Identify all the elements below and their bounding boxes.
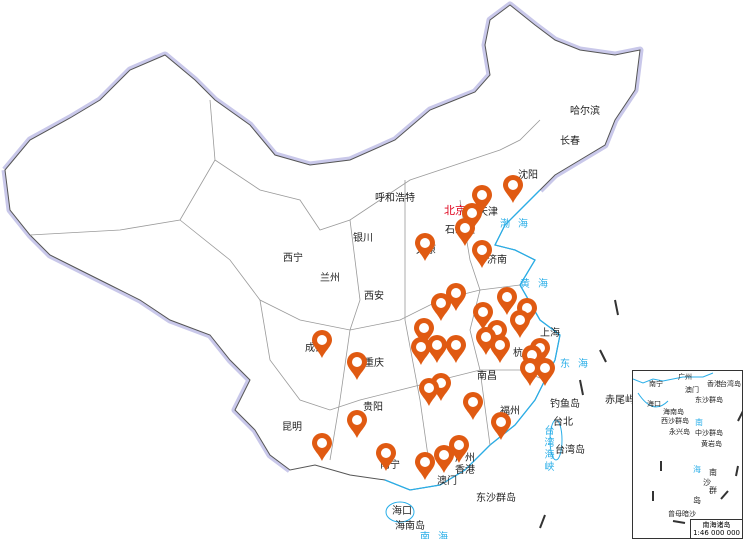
hainan-island (385, 501, 415, 523)
city-label[interactable]: 台湾岛 (555, 445, 585, 456)
map-pin-icon[interactable] (410, 336, 432, 366)
country-outline (4, 4, 641, 491)
map-pin-icon[interactable] (471, 184, 493, 214)
city-label[interactable]: 济南 (487, 255, 507, 266)
city-label[interactable]: 澳门 (437, 476, 457, 487)
city-label[interactable]: 广州 (455, 453, 475, 464)
sea-label: 南海 (420, 532, 456, 539)
city-label[interactable]: 香港 (455, 465, 475, 476)
city-label[interactable]: 长春 (560, 136, 580, 147)
map-pin-icon[interactable] (433, 444, 455, 474)
city-label[interactable]: 南昌 (477, 371, 497, 382)
inset-label: 永兴岛 (669, 428, 690, 436)
city-label[interactable]: 福州 (500, 406, 520, 417)
city-label[interactable]: 海南岛 (395, 521, 425, 532)
map-pin-icon[interactable] (448, 434, 470, 464)
map-pin-icon[interactable] (502, 174, 524, 204)
map-pin-icon[interactable] (375, 442, 397, 472)
map-pin-icon[interactable] (445, 282, 467, 312)
inset-label: 台湾岛 (720, 380, 741, 388)
inset-label: 西沙群岛 (661, 417, 689, 425)
city-label[interactable]: 天津 (478, 207, 498, 218)
city-label[interactable]: 银川 (353, 233, 373, 244)
map-pin-icon[interactable] (418, 377, 440, 407)
city-label[interactable]: 重庆 (364, 358, 384, 369)
map-pin-icon[interactable] (311, 329, 333, 359)
city-label[interactable]: 沈阳 (518, 170, 538, 181)
city-label[interactable]: 呼和浩特 (375, 193, 415, 204)
map-pin-icon[interactable] (445, 334, 467, 364)
inset-sea-label: 南 (695, 418, 703, 427)
sea-label: 黄海 (520, 279, 556, 290)
city-label[interactable]: 海口 (392, 506, 412, 517)
city-label[interactable]: 钓鱼岛 (550, 399, 580, 410)
city-label[interactable]: 北京 (444, 204, 466, 217)
map-pin-icon[interactable] (516, 297, 538, 327)
inset-label: 黄岩岛 (701, 440, 722, 448)
sea-label: 渤海 (500, 219, 536, 230)
inset-sea-label: 群 (709, 486, 717, 495)
map-pin-icon[interactable] (509, 309, 531, 339)
inset-sea-label: 沙 (703, 478, 711, 487)
map-pin-icon[interactable] (346, 351, 368, 381)
map-pin-icon[interactable] (519, 357, 541, 387)
inset-label: 中沙群岛 (695, 429, 723, 437)
inset-sea-label: 海 (693, 465, 701, 474)
map-pin-icon[interactable] (454, 217, 476, 247)
map-pin-icon[interactable] (534, 357, 556, 387)
inset-label: 海南岛 (663, 408, 684, 416)
city-label[interactable]: 哈尔滨 (570, 106, 600, 117)
sea-label: 台湾海峡 (542, 425, 553, 473)
map-pin-icon[interactable] (496, 286, 518, 316)
coastline (384, 189, 561, 491)
sea-label: 东海 (560, 359, 596, 370)
inset-label: 澳门 (685, 386, 699, 394)
city-label[interactable]: 东沙群岛 (476, 493, 516, 504)
map-pin-icon[interactable] (430, 292, 452, 322)
inset-label: 广州 (678, 373, 692, 381)
inset-sea-label: 南 (709, 468, 717, 477)
map-pin-icon[interactable] (462, 391, 484, 421)
city-label[interactable]: 兰州 (320, 273, 340, 284)
city-label[interactable]: 南宁 (380, 460, 400, 471)
inset-sea-label: 岛 (693, 496, 701, 505)
map-pin-icon[interactable] (472, 301, 494, 331)
city-label[interactable]: 贵阳 (363, 402, 383, 413)
map-pin-icon[interactable] (311, 432, 333, 462)
map-pin-icon[interactable] (414, 232, 436, 262)
map-pin-icon[interactable] (414, 451, 436, 481)
south-china-sea-inset: 广州 南宁 香港 澳门 台湾岛 海口 东沙群岛 海南岛 西沙群岛 永兴岛 中沙群岛 黄岩岛 曾母暗沙南海… (632, 370, 743, 539)
city-label[interactable]: 赤尾屿 (605, 395, 635, 406)
map-pin-icon[interactable] (475, 326, 497, 356)
inset-title: 南海诸岛 1:46 000 000 (690, 519, 742, 538)
taiwan-island (549, 419, 563, 461)
map-pin-icon[interactable] (471, 239, 493, 269)
inset-map (633, 372, 742, 524)
map-pin-icon[interactable] (489, 334, 511, 364)
inset-title-text: 南海诸岛 (702, 521, 731, 529)
map-pin-icon[interactable] (490, 411, 512, 441)
city-label[interactable]: 成都 (305, 343, 325, 354)
inset-label: 海口 (647, 400, 661, 408)
inset-label: 南宁 (649, 380, 663, 388)
inset-label: 东沙群岛 (695, 396, 723, 404)
inset-label: 曾母暗沙 (668, 510, 696, 518)
nine-dash-line (539, 299, 619, 529)
map-pin-icon[interactable] (461, 202, 483, 232)
map-pin-icon[interactable] (426, 334, 448, 364)
city-label[interactable]: 台北 (553, 417, 573, 428)
city-label[interactable]: 上海 (540, 328, 560, 339)
city-label[interactable]: 西安 (364, 291, 384, 302)
city-label[interactable]: 昆明 (282, 422, 302, 433)
inset-label: 香港 (707, 380, 721, 388)
map-pin-icon[interactable] (346, 409, 368, 439)
city-label[interactable]: 西宁 (283, 253, 303, 264)
inset-scale: 1:46 000 000 (693, 529, 740, 537)
map-pin-icon[interactable] (413, 317, 435, 347)
